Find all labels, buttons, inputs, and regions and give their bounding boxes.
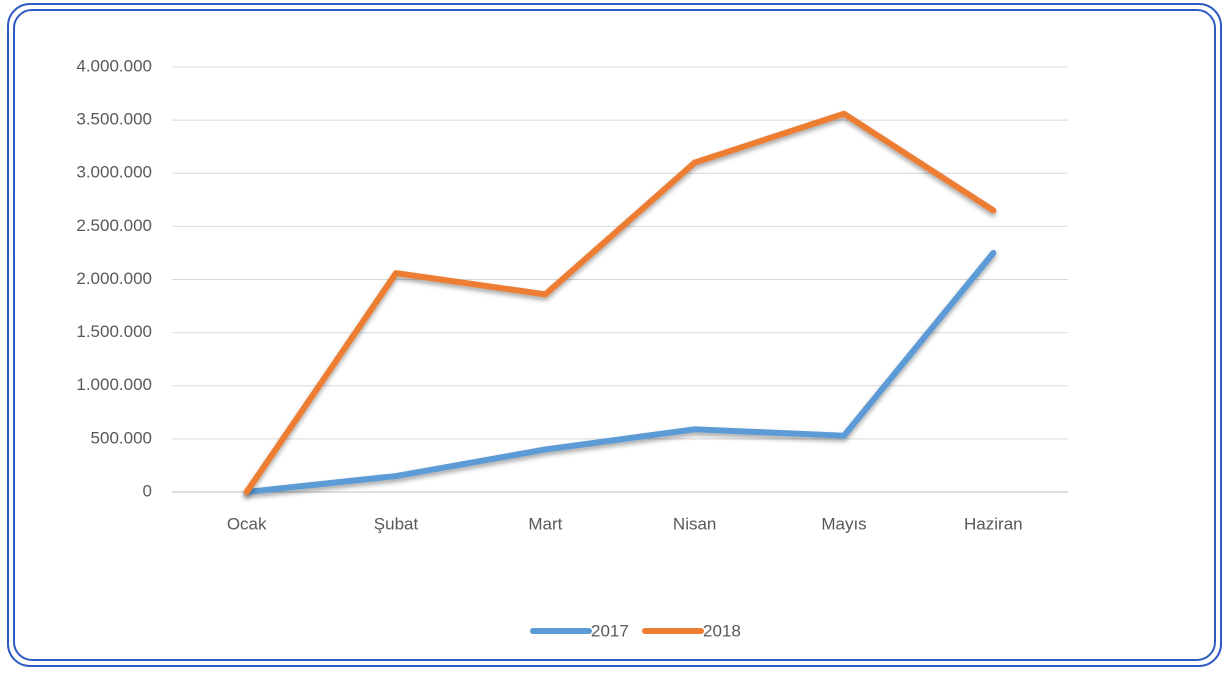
series-line — [243, 110, 997, 495]
x-tick-label: Mayıs — [821, 514, 866, 533]
legend-label: 2018 — [703, 621, 741, 640]
y-tick-label: 1.500.000 — [76, 322, 152, 341]
y-tick-label: 4.000.000 — [76, 56, 152, 75]
x-tick-label: Ocak — [227, 514, 267, 533]
x-tick-label: Mart — [528, 514, 562, 533]
x-tick-label: Haziran — [964, 514, 1023, 533]
y-tick-label: 500.000 — [91, 428, 152, 447]
x-tick-label: Şubat — [374, 514, 419, 533]
y-tick-label: 1.000.000 — [76, 375, 152, 394]
y-tick-label: 3.500.000 — [76, 110, 152, 129]
x-tick-label: Nisan — [673, 514, 716, 533]
y-tick-label: 0 — [143, 481, 152, 500]
series-line — [243, 249, 997, 495]
y-tick-label: 3.000.000 — [76, 163, 152, 182]
frame-inner — [13, 9, 1216, 661]
legend-label: 2017 — [591, 621, 629, 640]
y-tick-label: 2.000.000 — [76, 269, 152, 288]
y-tick-label: 2.500.000 — [76, 216, 152, 235]
frame-outer — [7, 3, 1222, 667]
